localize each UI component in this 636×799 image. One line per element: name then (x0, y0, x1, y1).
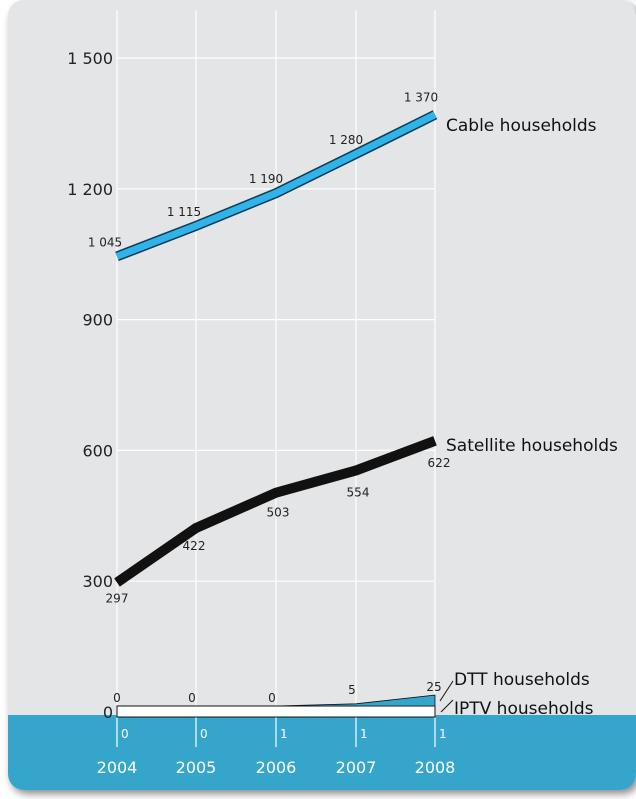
x-tick-label-2008: 2008 (415, 758, 456, 777)
dtt-data-label: 25 (426, 680, 441, 694)
y-tick-label-600: 600 (82, 441, 113, 460)
x-tick-label-2004: 2004 (97, 758, 138, 777)
y-tick-label-1500: 1 500 (67, 49, 113, 68)
cable-data-label: 1 115 (167, 205, 201, 219)
x-tick-label-2006: 2006 (256, 758, 297, 777)
iptv-series-bar (116, 705, 436, 718)
y-tick-label-0: 0 (103, 703, 113, 722)
cable-data-label: 1 045 (88, 235, 122, 249)
iptv-data-label: 0 (121, 727, 129, 741)
y-tick-label-900: 900 (82, 311, 113, 330)
x-tick-label-2005: 2005 (176, 758, 217, 777)
dtt-leader-line (439, 680, 454, 702)
satellite-data-label: 554 (347, 485, 370, 499)
satellite-data-label: 297 (106, 592, 129, 606)
x-tick-label-2007: 2007 (336, 758, 377, 777)
satellite-data-label: 503 (267, 506, 290, 520)
iptv-data-label: 1 (439, 727, 447, 741)
satellite-series-line (114, 436, 437, 587)
dtt-data-label: 0 (113, 691, 121, 705)
iptv-series-label: IPTV households (454, 699, 594, 719)
iptv-data-label: 1 (280, 727, 288, 741)
y-tick-label-1200: 1 200 (67, 180, 113, 199)
y-tick-label-300: 300 (82, 572, 113, 591)
satellite-series-label: Satellite households (446, 436, 618, 456)
iptv-leader-line (440, 699, 454, 713)
cable-series-line (115, 111, 437, 260)
dtt-series-area (117, 694, 436, 707)
dtt-series-label: DTT households (454, 670, 590, 690)
satellite-data-label: 622 (428, 456, 451, 470)
chart-card: 0 300 600 900 1 200 1 500 2004 2005 2006 2007 2008… (8, 0, 636, 790)
dtt-data-label: 5 (348, 683, 356, 697)
satellite-data-label: 422 (183, 539, 206, 553)
iptv-data-label: 0 (200, 727, 208, 741)
cable-data-label: 1 280 (329, 133, 363, 147)
dtt-data-label: 0 (188, 691, 196, 705)
footer-band (8, 715, 636, 790)
dtt-data-label: 0 (268, 691, 276, 705)
iptv-data-label: 1 (360, 727, 368, 741)
cable-data-label: 1 370 (404, 91, 438, 105)
cable-series-label: Cable households (446, 116, 597, 136)
cable-data-label: 1 190 (249, 172, 283, 186)
